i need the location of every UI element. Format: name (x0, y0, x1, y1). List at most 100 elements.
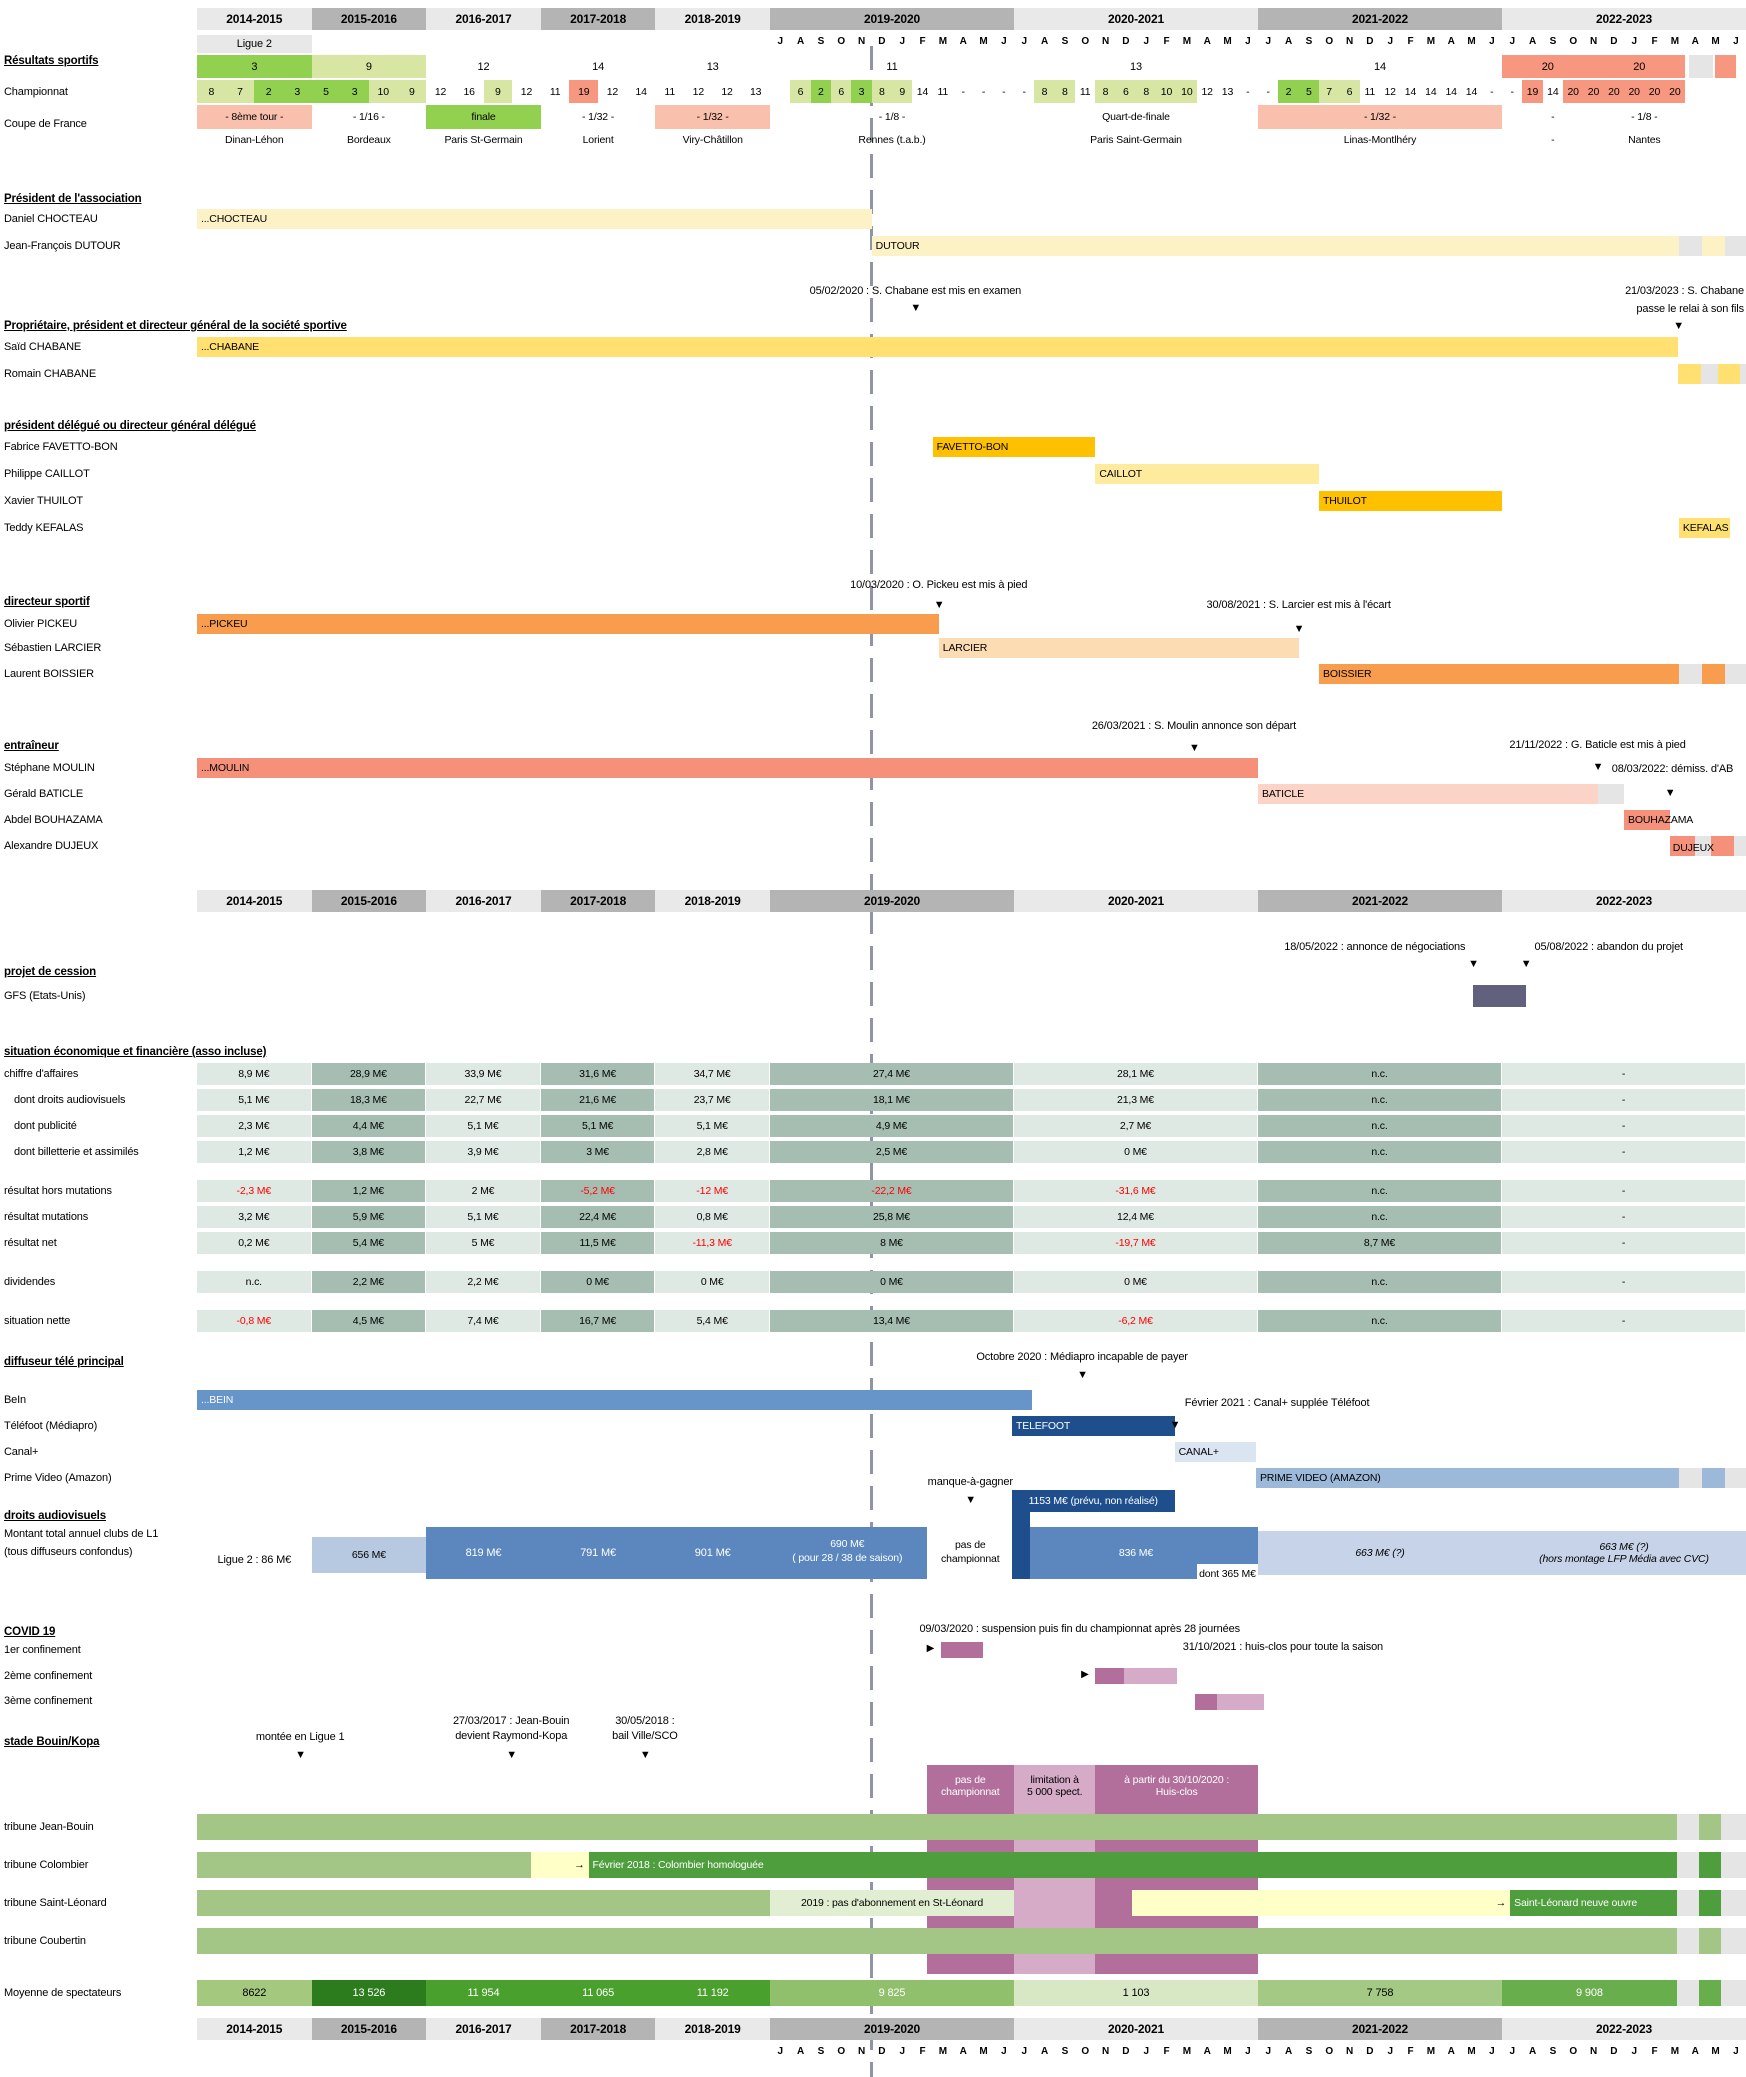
season-band-2020-2021: 2020-2021 (1014, 2018, 1258, 2040)
cell-eco-dividendes-8: - (1502, 1271, 1746, 1293)
season-band-2015-2016: 2015-2016 (311, 8, 427, 30)
month-letter: J (1489, 36, 1495, 47)
label-championnat: Championnat (4, 86, 68, 98)
label-philippe-caillot: Philippe CAILLOT (4, 468, 90, 480)
bar-segment (1733, 836, 1746, 856)
month-letter: J (1001, 2046, 1007, 2057)
marker-right-icon: ▶ (1081, 1669, 1089, 1680)
cell-eco-r-sultat-hors-mutations-8: - (1502, 1180, 1746, 1202)
marker-down-icon: ▼ (910, 302, 922, 314)
text-21-03-2023-s-chabane: 21/03/2023 : S. Chabane (1625, 285, 1744, 297)
month-letter: J (1143, 2046, 1149, 2057)
month-letter: A (796, 2046, 805, 2057)
cell-classement-mensuel-12: 12 (1384, 85, 1396, 98)
season-band-2021-2022: 2021-2022 (1258, 890, 1502, 912)
cell-eco-dont-billetterie-et-assimil--8: - (1502, 1141, 1746, 1163)
cell-eco-dont-droits-audiovisuels-8: - (1502, 1089, 1746, 1111)
label-tribune-colombier: tribune Colombier (4, 1859, 89, 1871)
text-linas-montlh-ry: Linas-Montlhéry (1343, 134, 1417, 146)
cell-eco-r-sultat-net-6: -19,7 M€ (1014, 1232, 1258, 1254)
label-fabrice-favetto-bon: Fabrice FAVETTO-BON (4, 441, 118, 453)
month-letter: A (1203, 2046, 1211, 2057)
cell-coupe-1-16: - 1/16 - (352, 111, 385, 123)
month-letter: D (1122, 36, 1130, 47)
bar-segment (1699, 1980, 1721, 2006)
month-letter: J (1021, 2046, 1027, 2057)
month-letter: F (1407, 2046, 1414, 2057)
label-2-me-confinement: 2ème confinement (4, 1670, 93, 1682)
season-band-2019-2020: 2019-2020 (770, 2018, 1014, 2040)
cell-eco-dividendes-7: n.c. (1258, 1271, 1502, 1293)
label-tribune-coubertin: tribune Coubertin (4, 1935, 86, 1947)
month-letter: A (1203, 36, 1211, 47)
cell-spect-2014: 8622 (197, 1980, 312, 2006)
month-letter: M (979, 36, 988, 47)
cell-eco-dividendes-4: 0 M€ (655, 1271, 770, 1293)
cell-eco-r-sultat-net-2: 5 M€ (426, 1232, 541, 1254)
cell-eco-r-sultat-mutations-4: 0,8 M€ (655, 1206, 770, 1228)
marker-down-icon: ▼ (1664, 787, 1676, 799)
marker-down-icon: ▼ (933, 599, 945, 611)
bar-segment (1702, 1468, 1725, 1488)
cell-eco-chiffre-d-affaires-7: n.c. (1258, 1063, 1502, 1085)
bar-segment (1711, 836, 1734, 856)
cell-classement-mensuel-7: 7 (1318, 80, 1340, 103)
bar-segment (1720, 1928, 1746, 1954)
box-ligue-2: Ligue 2 (197, 35, 312, 53)
cell-classement-mensuel-3: 3 (851, 80, 872, 103)
text-30-08-2021-s-larcier-est-mis: 30/08/2021 : S. Larcier est mis à l'écar… (1206, 599, 1391, 611)
month-letter: F (919, 2046, 926, 2057)
bar-prime-video: PRIME VIDEO (AMAZON) (1255, 1468, 1679, 1488)
season-band-2018-2019: 2018-2019 (655, 2018, 770, 2040)
bar-segment (1699, 1928, 1721, 1954)
bar-baticle: BATICLE (1257, 784, 1598, 804)
cell-classement-mensuel-16: 16 (463, 85, 475, 98)
cell-eco-dividendes-3: 0 M€ (540, 1271, 656, 1293)
text-690-m: 690 M€( pour 28 / 38 de saison) (792, 1538, 903, 1565)
month-letter: A (1040, 2046, 1049, 2057)
month-letter: F (1651, 36, 1658, 47)
section-entra-neur: entraîneur (4, 740, 59, 752)
cell-classement-mensuel-6: 6 (1115, 80, 1136, 103)
bar-segment (1676, 1814, 1700, 1840)
marker-down-icon: ▼ (1293, 623, 1305, 635)
text-paris-st-germain: Paris St-Germain (444, 134, 523, 146)
cell-classement-annuel-x (1715, 55, 1736, 78)
bar-favetto-bon: FAVETTO-BON (932, 437, 1096, 457)
cell-eco-r-sultat-hors-mutations-5: -22,2 M€ (770, 1180, 1014, 1202)
season-band-2022-2023: 2022-2023 (1502, 2018, 1746, 2040)
text-bordeaux: Bordeaux (347, 134, 391, 146)
cell-classement-mensuel-9: 9 (483, 80, 513, 103)
cell-spect-2021: 7 758 (1257, 1980, 1502, 2006)
cell-eco-dont-droits-audiovisuels-5: 18,1 M€ (770, 1089, 1014, 1111)
cell-spect-2015: 13 526 (311, 1980, 427, 2006)
month-letter: A (796, 36, 805, 47)
marker-down-icon: ▼ (1592, 761, 1604, 773)
season-band-2020-2021: 2020-2021 (1014, 890, 1258, 912)
cell-classement-mensuel-8: 8 (871, 80, 892, 103)
month-letter: J (1265, 36, 1271, 47)
cell-classement-mensuel-10: 10 (1176, 80, 1197, 103)
season-band-2015-2016: 2015-2016 (311, 890, 427, 912)
cell-eco-chiffre-d-affaires-4: 34,7 M€ (655, 1063, 770, 1085)
cell-classement-mensuel-20: 20 (1562, 80, 1584, 103)
marker-down-icon: ▼ (506, 1749, 517, 1761)
bar-kefalas: KEFALAS (1678, 518, 1730, 538)
bar-bein: ...BEIN (197, 1390, 1033, 1410)
label-tribune-jean-bouin: tribune Jean-Bouin (4, 1821, 94, 1833)
cell-classement-mensuel-12: 12 (721, 85, 733, 98)
cell-classement-mensuel-20: 20 (1644, 80, 1665, 103)
month-letter: J (1733, 36, 1739, 47)
cell-classement-mensuel-12: 12 (1201, 85, 1213, 98)
cell-spect-2017: 11 065 (540, 1980, 656, 2006)
cell-classement-mensuel-10: 10 (368, 80, 398, 103)
label-sa-d-chabane: Saïd CHABANE (4, 341, 82, 353)
month-letter: S (1549, 2046, 1557, 2057)
bar-said-chabane: ...CHABANE (197, 337, 1679, 357)
bar-segment (1678, 664, 1703, 684)
month-letter: J (1265, 2046, 1271, 2057)
label-st-phane-moulin: Stéphane MOULIN (4, 762, 95, 774)
cell-classement-mensuel-14: 14 (1425, 85, 1437, 98)
text-791-m: 791 M€ (580, 1547, 616, 1559)
cell-classement-mensuel-14: 14 (1547, 85, 1559, 98)
